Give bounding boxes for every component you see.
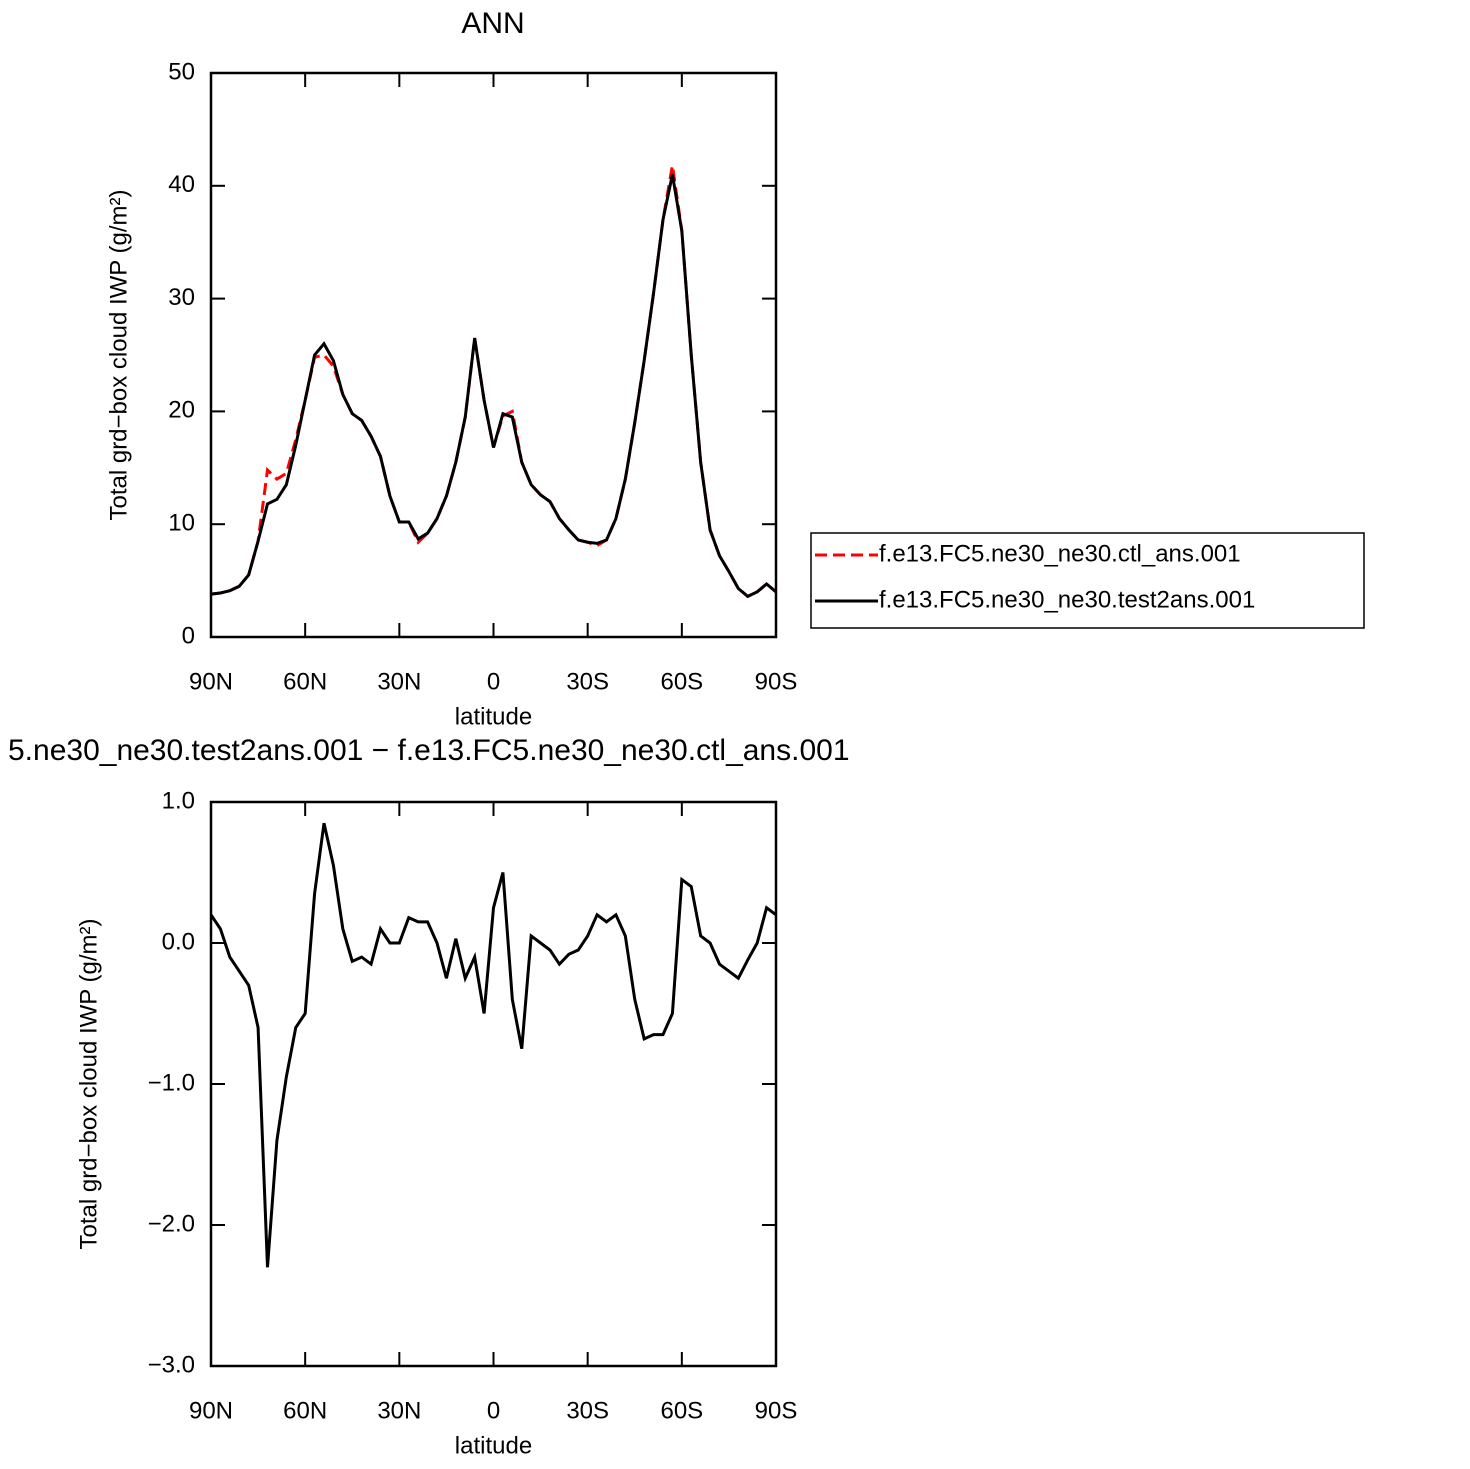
x-tick-label: 90S xyxy=(755,668,798,695)
y-axis-label: Total grd−box cloud IWP (g/m²) xyxy=(105,189,132,520)
legend-box xyxy=(810,532,1365,629)
x-tick-label: 60S xyxy=(660,668,703,695)
data-line xyxy=(209,822,777,1268)
plot-frame xyxy=(209,71,778,639)
x-tick-label: 30N xyxy=(377,1397,421,1424)
x-tick-label: 90N xyxy=(189,668,233,695)
x-tick-label: 30S xyxy=(566,1397,609,1424)
x-tick-label: 0 xyxy=(487,1397,500,1424)
y-tick-label: −1.0 xyxy=(148,1069,195,1096)
y-tick-label: −2.0 xyxy=(148,1210,195,1237)
y-axis-label: Total grd−box cloud IWP (g/m²) xyxy=(75,918,102,1249)
legend-label: f.e13.FC5.ne30_ne30.test2ans.001 xyxy=(879,586,1255,613)
y-tick-label: −3.0 xyxy=(148,1351,195,1378)
x-tick-label: 60S xyxy=(660,1397,703,1424)
data-line xyxy=(210,165,777,599)
x-tick-label: 30N xyxy=(377,668,421,695)
x-tick-label: 90S xyxy=(755,1397,798,1424)
y-tick-label: 1.0 xyxy=(162,787,195,814)
x-axis-label: latitude xyxy=(455,703,532,730)
plot-frame xyxy=(209,800,778,1368)
chart-title: ANN xyxy=(461,7,524,40)
chart-title: 5.ne30_ne30.test2ans.001 − f.e13.FC5.ne3… xyxy=(8,734,850,767)
x-tick-label: 0 xyxy=(487,668,500,695)
x-tick-label: 60N xyxy=(283,668,327,695)
y-tick-label: 40 xyxy=(168,171,195,198)
x-tick-label: 30S xyxy=(566,668,609,695)
y-tick-label: 0.0 xyxy=(162,928,195,955)
x-tick-label: 90N xyxy=(189,1397,233,1424)
y-tick-label: 50 xyxy=(168,58,195,85)
x-tick-label: 60N xyxy=(283,1397,327,1424)
y-tick-label: 10 xyxy=(168,510,195,537)
data-line xyxy=(210,174,777,599)
y-tick-label: 0 xyxy=(182,622,195,649)
y-tick-label: 30 xyxy=(168,284,195,311)
x-axis-label: latitude xyxy=(455,1432,532,1459)
y-tick-label: 20 xyxy=(168,397,195,424)
legend-label: f.e13.FC5.ne30_ne30.ctl_ans.001 xyxy=(879,540,1241,567)
